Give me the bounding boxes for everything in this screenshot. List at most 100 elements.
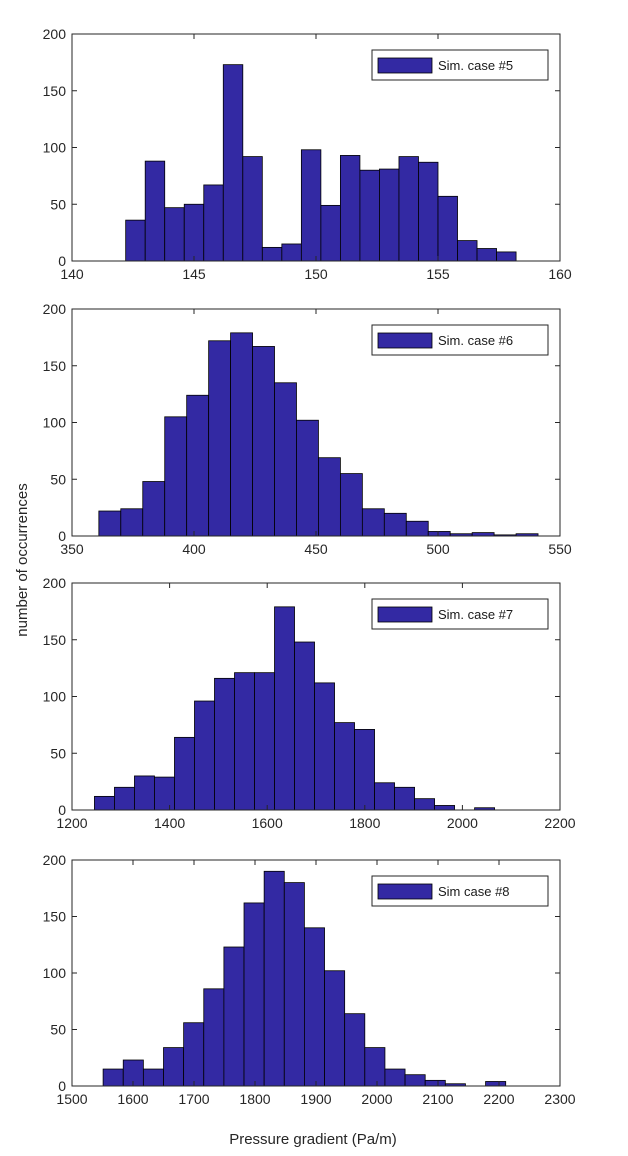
y-tick-label: 100 [43,140,67,156]
histogram-bar [304,927,325,1087]
histogram-bar [424,1079,446,1087]
histogram-bar [98,510,122,537]
x-tick-label: 1500 [56,1091,87,1107]
histogram-bar [405,520,429,537]
histogram-bar [234,672,255,811]
y-tick-label: 0 [58,1078,66,1094]
histogram-bar [223,946,245,1087]
histogram-bar [394,786,415,811]
histogram-bar [314,682,335,811]
x-tick-label: 1400 [154,815,185,831]
x-tick-label: 400 [182,541,206,557]
histogram-bar [254,672,275,811]
y-tick-label: 150 [43,632,67,648]
histogram-bar [142,1068,164,1087]
x-tick-label: 550 [548,541,572,557]
histogram-bar [134,775,155,811]
histogram-bar [359,169,380,262]
legend-swatch [377,606,433,623]
histogram-bar [120,508,144,537]
histogram-bar [379,168,400,262]
histogram-bar [183,203,205,262]
histogram-bar [471,532,495,537]
histogram-bar [334,722,355,811]
histogram-bar [281,243,302,262]
y-tick-label: 150 [43,909,67,925]
legend-label: Sim. case #6 [438,333,513,348]
y-axis-label: number of occurrences [14,483,31,636]
histogram-bar [374,782,395,811]
histogram-bar [434,805,455,811]
x-tick-label: 2300 [544,1091,575,1107]
y-tick-label: 0 [58,253,66,269]
y-tick-label: 50 [50,745,66,761]
histogram-bar [283,882,305,1087]
x-axis-label: Pressure gradient (Pa/m) [229,1131,397,1148]
histogram-bar [214,677,235,811]
x-tick-label: 2000 [361,1091,392,1107]
histogram-bar [344,1013,366,1087]
x-tick-label: 1600 [252,815,283,831]
histogram-bar [163,1047,185,1087]
histogram-bar [418,161,439,262]
x-tick-label: 450 [304,541,328,557]
x-tick-label: 1600 [117,1091,148,1107]
histogram-bar [274,382,297,537]
legend-label: Sim. case #5 [438,58,513,73]
y-tick-label: 50 [50,471,66,487]
histogram-bar [414,798,435,811]
histogram-bar [485,1081,507,1087]
histogram-bar [142,481,166,537]
histogram-bar [339,155,361,262]
histogram-bar [94,795,115,811]
x-tick-label: 500 [426,541,450,557]
histogram-panel: 140 145 150 155 160 0 50 100 150 200 Sim. case #5 [43,26,572,282]
y-tick-label: 100 [43,415,67,431]
y-tick-label: 200 [43,852,67,868]
y-tick-label: 150 [43,83,67,99]
histogram-bar [324,970,346,1087]
histogram-bar [243,902,265,1087]
histogram-bar [437,195,458,262]
histogram-bar [320,204,341,262]
x-tick-label: 1800 [239,1091,270,1107]
y-tick-label: 50 [50,1022,66,1038]
y-tick-label: 150 [43,358,67,374]
histogram-bar [252,346,275,537]
histogram-bar [183,1022,205,1087]
histogram-bar [125,219,146,262]
histogram-bar [457,240,478,262]
histogram-bar [102,1068,124,1087]
x-tick-label: 350 [60,541,84,557]
x-tick-label: 1800 [349,815,380,831]
histogram-bar [154,776,175,811]
legend-swatch [377,57,433,74]
histogram-bar [144,160,166,262]
y-tick-label: 0 [58,528,66,544]
x-tick-label: 1900 [300,1091,331,1107]
histogram-bar [318,457,341,537]
legend: Sim case #8 [371,875,549,907]
histogram-panel: 350 400 450 500 550 0 50 100 150 200 Sim. case #6 [43,301,572,557]
legend: Sim. case #7 [371,598,549,630]
histogram-bar [203,988,225,1087]
y-tick-label: 0 [58,802,66,818]
histogram-bar [186,394,210,537]
histogram-bar [361,508,385,537]
histogram-bar [222,64,244,262]
histogram-bar [114,786,135,811]
histogram-bar [208,340,231,537]
histogram-panel: 1200 1400 1600 1800 2000 2200 0 50 100 150 200 Sim.… [43,575,576,831]
histogram-bar [274,606,295,811]
histogram-bar [496,251,517,262]
y-tick-label: 100 [43,689,67,705]
x-tick-label: 2200 [544,815,575,831]
histogram-bar [164,207,185,262]
x-tick-label: 2000 [447,815,478,831]
legend-swatch [377,332,433,349]
y-tick-label: 200 [43,301,67,317]
histogram-bar [300,149,322,262]
histogram-bar [242,156,263,262]
